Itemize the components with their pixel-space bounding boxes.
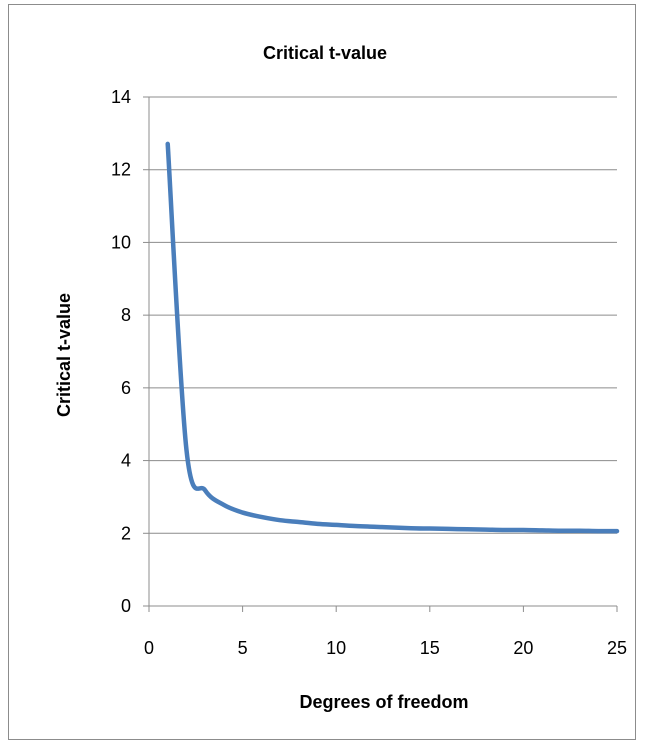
x-tick-label: 0: [144, 638, 154, 658]
x-tick-label: 5: [238, 638, 248, 658]
x-tick-label: 15: [420, 638, 440, 658]
y-tick-label: 4: [121, 451, 131, 471]
y-tick-label: 12: [111, 160, 131, 180]
y-tick-label: 2: [121, 523, 131, 543]
axes: [143, 96, 618, 612]
chart-title: Critical t-value: [263, 43, 387, 63]
y-tick-label: 6: [121, 378, 131, 398]
x-axis-title: Degrees of freedom: [299, 692, 468, 712]
x-tick-label: 10: [326, 638, 346, 658]
gridlines: [149, 96, 617, 534]
line-chart: Critical t-value 0 2 4 6 8 10 12 14 0 5 10 15 20 25 D…: [54, 43, 627, 712]
x-tick-label: 25: [607, 638, 627, 658]
series-line: [165, 141, 620, 534]
chart-area: Critical t-value 0 2 4 6 8 10 12 14 0 5 10 15 20 25 D…: [8, 4, 636, 740]
y-tick-label: 10: [111, 232, 131, 252]
x-tick-label: 20: [513, 638, 533, 658]
series-layer: [165, 141, 620, 534]
y-tick-label: 0: [121, 596, 131, 616]
tick-labels: 0 2 4 6 8 10 12 14 0 5 10 15 20 25: [111, 87, 627, 658]
y-axis-title: Critical t-value: [54, 293, 74, 417]
y-tick-label: 14: [111, 87, 131, 107]
y-tick-label: 8: [121, 305, 131, 325]
